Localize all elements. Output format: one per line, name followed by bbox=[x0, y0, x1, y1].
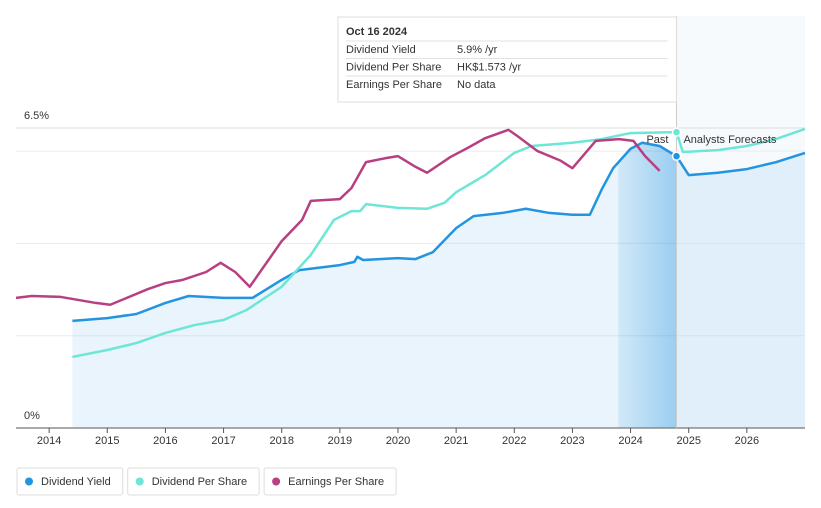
past-highlight bbox=[618, 142, 677, 428]
legend-label: Earnings Per Share bbox=[288, 476, 384, 488]
x-tick-label: 2026 bbox=[735, 435, 759, 447]
x-tick-label: 2015 bbox=[95, 435, 119, 447]
tooltip-date: Oct 16 2024 bbox=[346, 26, 408, 38]
legend-item[interactable]: Earnings Per Share bbox=[263, 467, 397, 496]
legend-dot bbox=[272, 477, 281, 486]
tooltip-value: 5.9% bbox=[457, 44, 482, 56]
y-tick-label: 6.5% bbox=[24, 110, 49, 122]
x-tick-label: 2018 bbox=[269, 435, 293, 447]
legend-dot bbox=[135, 477, 144, 486]
tooltip-unit: /yr bbox=[485, 44, 498, 56]
x-tick-label: 2017 bbox=[211, 435, 235, 447]
forecast-region bbox=[676, 16, 805, 428]
legend-item[interactable]: Dividend Per Share bbox=[127, 467, 260, 496]
legend-box bbox=[127, 467, 260, 496]
forecast-label: Analysts Forecasts bbox=[683, 134, 776, 146]
legend-box bbox=[16, 467, 124, 496]
series-line bbox=[15, 128, 661, 307]
x-tick-label: 2016 bbox=[153, 435, 177, 447]
cursor-dot bbox=[671, 151, 682, 161]
yield-area bbox=[72, 142, 805, 428]
tooltip-value: HK$1.573 bbox=[457, 61, 506, 73]
tooltip-box bbox=[337, 16, 677, 103]
x-tick-label: 2024 bbox=[618, 435, 642, 447]
tooltip-unit: /yr bbox=[509, 61, 522, 73]
x-tick-label: 2022 bbox=[502, 435, 526, 447]
past-label: Past bbox=[646, 134, 668, 146]
tooltip-value: No data bbox=[457, 79, 496, 91]
x-tick-label: 2021 bbox=[444, 435, 468, 447]
x-tick-label: 2023 bbox=[560, 435, 584, 447]
legend-label: Dividend Yield bbox=[41, 476, 111, 488]
tooltip-label: Dividend Yield bbox=[346, 44, 416, 56]
x-tick-label: 2020 bbox=[386, 435, 410, 447]
legend-dot bbox=[25, 477, 33, 486]
legend-box bbox=[263, 467, 397, 496]
tooltip-label: Earnings Per Share bbox=[346, 79, 442, 91]
cursor-dot bbox=[671, 127, 682, 137]
tooltip-label: Dividend Per Share bbox=[346, 61, 441, 73]
x-tick-label: 2019 bbox=[328, 435, 352, 447]
x-tick-label: 2025 bbox=[676, 435, 700, 447]
y-tick-label: 0% bbox=[24, 410, 40, 422]
series-line bbox=[72, 141, 806, 323]
series-line bbox=[72, 127, 806, 359]
x-tick-label: 2014 bbox=[37, 435, 61, 447]
legend-label: Dividend Per Share bbox=[152, 476, 247, 488]
legend-item[interactable]: Dividend Yield bbox=[16, 467, 124, 496]
